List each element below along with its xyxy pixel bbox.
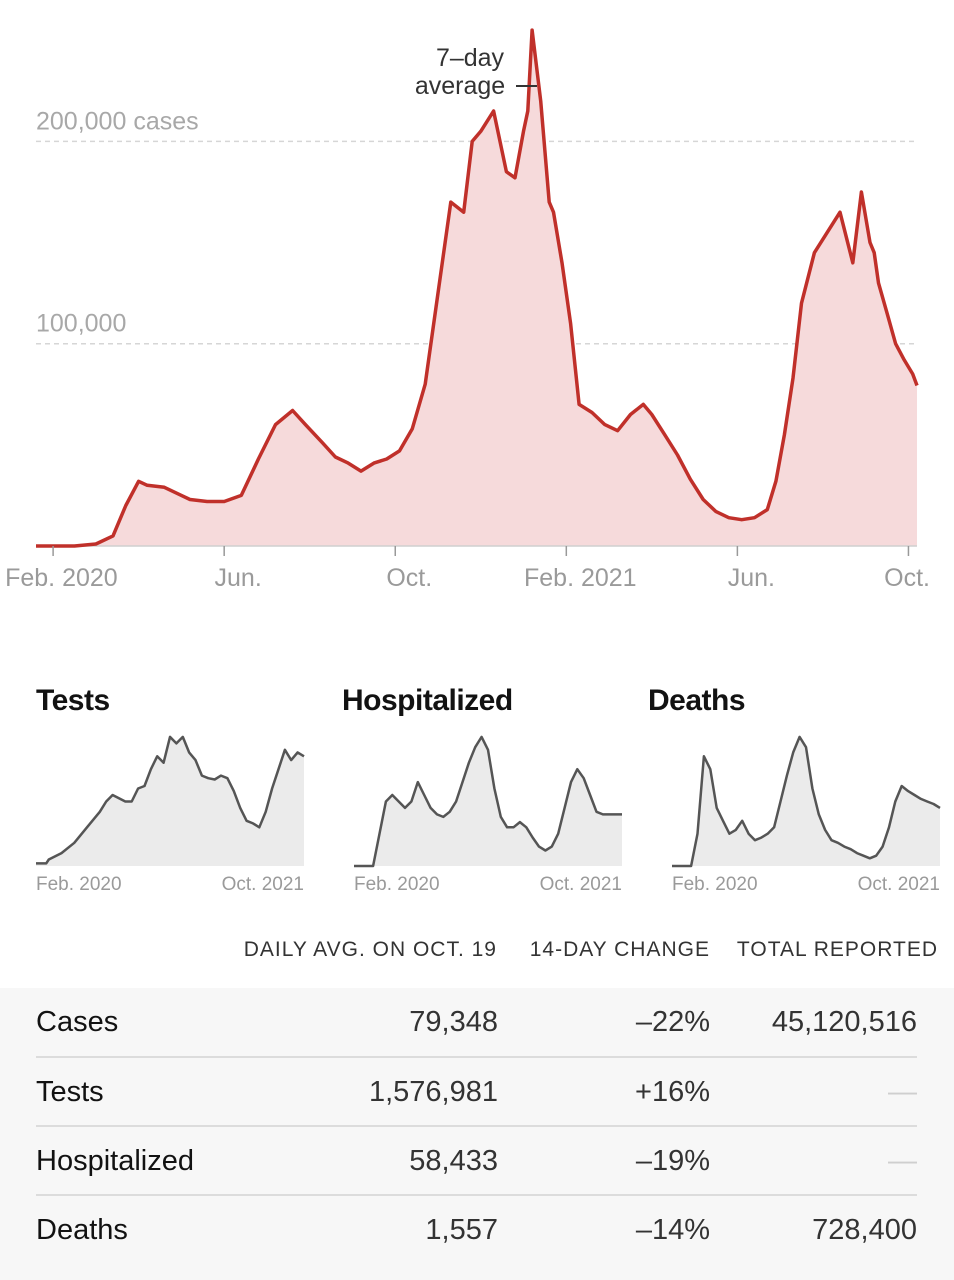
- change-value: –22%: [635, 1006, 710, 1038]
- row-label: Deaths: [36, 1214, 128, 1246]
- daily-avg-value: 1,576,981: [368, 1076, 498, 1108]
- x-tick-label: Jun.: [728, 564, 775, 592]
- series-line: [36, 735, 305, 865]
- row-divider: [36, 1194, 917, 1196]
- x-tick-label: Oct.: [884, 564, 930, 592]
- deaths-chart: Feb. 2020 Oct. 2021: [672, 735, 941, 895]
- series-line: [672, 735, 941, 868]
- daily-avg-value: 1,557: [425, 1214, 498, 1246]
- x-tick-label: Feb. 2020: [672, 874, 758, 895]
- total-value: 45,120,516: [771, 1006, 917, 1038]
- table-row-hospitalized: Hospitalized 58,433 –19% —: [36, 1127, 917, 1196]
- cases-line: [36, 28, 919, 548]
- total-value: —: [888, 1145, 917, 1177]
- x-tick-label: Oct. 2021: [858, 874, 940, 895]
- tests-chart-title: Tests: [36, 684, 110, 717]
- total-value: —: [888, 1076, 917, 1108]
- change-value: –14%: [635, 1214, 710, 1246]
- series-line: [354, 735, 622, 868]
- change-header: 14-DAY CHANGE: [529, 938, 710, 961]
- x-tick-label: Feb. 2021: [524, 564, 637, 592]
- row-label: Cases: [36, 1006, 119, 1038]
- row-label: Tests: [36, 1076, 104, 1108]
- table-row-cases: Cases 79,348 –22% 45,120,516: [36, 988, 917, 1057]
- daily-avg-value: 79,348: [409, 1006, 498, 1038]
- annotation-label: average: [415, 72, 505, 100]
- tests-chart: Feb. 2020 Oct. 2021: [36, 735, 305, 895]
- x-tick-label: Feb. 2020: [36, 874, 122, 895]
- x-tick-label: Feb. 2020: [354, 874, 440, 895]
- change-value: +16%: [635, 1076, 710, 1108]
- annotation-label: 7–day: [436, 44, 505, 72]
- daily-avg-value: 58,433: [409, 1145, 498, 1177]
- area-fill: [354, 736, 622, 866]
- hospitalized-chart-title: Hospitalized: [342, 684, 513, 717]
- hospitalized-chart: Feb. 2020 Oct. 2021: [354, 735, 622, 895]
- x-tick-label: Oct. 2021: [222, 874, 304, 895]
- table-row-tests: Tests 1,576,981 +16% —: [36, 1058, 917, 1127]
- row-label: Hospitalized: [36, 1145, 194, 1177]
- daily-avg-header: DAILY AVG. ON OCT. 19: [243, 938, 497, 961]
- total-value: 728,400: [812, 1214, 917, 1246]
- cases-chart: 200,000 cases 100,000 Feb. 2020 Jun. Oct. Feb…: [5, 28, 930, 592]
- row-divider: [36, 1056, 917, 1058]
- total-header: TOTAL REPORTED: [736, 938, 938, 961]
- x-tick-label: Feb. 2020: [5, 564, 118, 592]
- cases-area: [36, 30, 917, 547]
- deaths-chart-title: Deaths: [648, 684, 746, 717]
- y-tick-label: 100,000: [36, 310, 126, 338]
- table-row-deaths: Deaths 1,557 –14% 728,400: [36, 1196, 917, 1265]
- x-tick-label: Oct.: [386, 564, 432, 592]
- x-tick-label: Jun.: [215, 564, 262, 592]
- area-fill: [672, 736, 940, 866]
- area-fill: [36, 736, 304, 866]
- stats-table: [0, 988, 954, 1280]
- row-divider: [36, 1125, 917, 1127]
- y-tick-label: 200,000 cases: [36, 107, 199, 135]
- change-value: –19%: [635, 1145, 710, 1177]
- x-tick-label: Oct. 2021: [540, 874, 622, 895]
